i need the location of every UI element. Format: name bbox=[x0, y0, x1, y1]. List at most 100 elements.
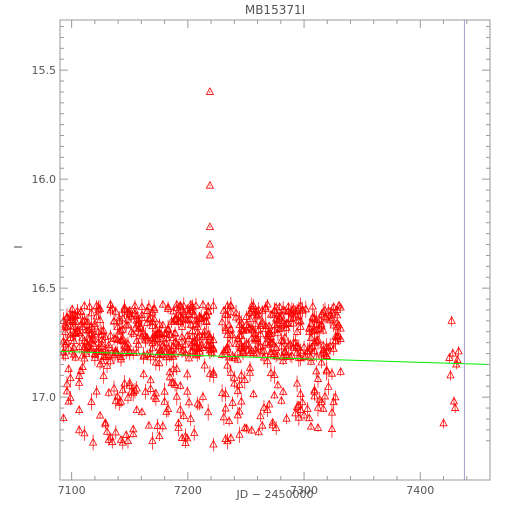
data-point bbox=[280, 330, 290, 346]
data-point bbox=[146, 384, 155, 394]
data-point bbox=[240, 371, 249, 389]
data-point bbox=[195, 400, 204, 411]
data-point bbox=[313, 423, 323, 433]
data-point bbox=[75, 425, 84, 436]
data-point bbox=[109, 380, 119, 397]
data-point bbox=[296, 350, 305, 366]
data-point bbox=[306, 333, 316, 342]
data-point bbox=[95, 410, 105, 419]
data-point bbox=[296, 388, 305, 400]
data-point bbox=[336, 367, 345, 377]
data-point bbox=[327, 405, 337, 420]
data-point bbox=[87, 393, 96, 411]
data-point bbox=[106, 329, 115, 342]
data-point bbox=[101, 332, 110, 342]
data-point bbox=[188, 326, 197, 335]
data-point bbox=[75, 326, 84, 341]
axes: 7100 7200 7300 7400 15.5 16.0 16.5 17.0 bbox=[32, 19, 491, 497]
data-point bbox=[256, 410, 265, 423]
data-point bbox=[224, 317, 234, 333]
data-point bbox=[176, 401, 185, 418]
data-point bbox=[190, 425, 199, 441]
data-point bbox=[298, 304, 307, 318]
data-point bbox=[313, 370, 323, 388]
data-point bbox=[278, 386, 288, 396]
data-point bbox=[221, 402, 230, 415]
data-point bbox=[118, 383, 127, 397]
data-point bbox=[228, 327, 237, 344]
data-point bbox=[263, 402, 272, 417]
data-point bbox=[233, 384, 242, 398]
data-point bbox=[94, 327, 103, 337]
data-point bbox=[331, 390, 340, 405]
data-point bbox=[268, 417, 277, 427]
data-point bbox=[324, 378, 333, 396]
data-point bbox=[170, 328, 180, 338]
y-tick-label: 17.0 bbox=[32, 391, 57, 404]
x-tick-label: 7200 bbox=[174, 484, 202, 497]
data-point bbox=[87, 307, 96, 320]
data-point bbox=[177, 336, 187, 347]
data-point bbox=[160, 396, 169, 406]
data-point bbox=[75, 340, 84, 354]
data-point bbox=[228, 396, 237, 410]
data-point bbox=[249, 389, 258, 399]
data-point bbox=[273, 316, 283, 334]
data-point bbox=[129, 328, 138, 338]
data-point bbox=[170, 349, 180, 360]
data-point bbox=[306, 421, 316, 430]
data-point bbox=[80, 301, 89, 311]
data-point bbox=[317, 356, 326, 369]
data-point bbox=[450, 403, 460, 414]
data-point bbox=[176, 380, 185, 390]
y-tick-label: 16.5 bbox=[32, 282, 57, 295]
data-point bbox=[104, 387, 113, 398]
data-point bbox=[226, 364, 236, 382]
data-point bbox=[209, 342, 218, 358]
data-point bbox=[102, 358, 112, 374]
data-point bbox=[132, 347, 141, 356]
data-point bbox=[148, 321, 157, 330]
data-point bbox=[146, 375, 155, 385]
data-point bbox=[224, 416, 234, 427]
data-point bbox=[231, 312, 241, 323]
data-point bbox=[299, 340, 309, 354]
data-point bbox=[268, 337, 277, 347]
data-point bbox=[271, 302, 281, 313]
data-point bbox=[123, 433, 133, 449]
data-point bbox=[313, 399, 323, 417]
data-point bbox=[205, 180, 215, 189]
data-point bbox=[209, 298, 218, 314]
data-points bbox=[59, 87, 463, 452]
data-point bbox=[186, 411, 195, 427]
data-point bbox=[142, 335, 152, 345]
data-point bbox=[118, 332, 127, 350]
data-point bbox=[88, 434, 98, 451]
data-point bbox=[134, 338, 143, 351]
data-point bbox=[80, 425, 89, 441]
data-point bbox=[198, 391, 208, 403]
data-point bbox=[75, 405, 84, 415]
data-point bbox=[336, 323, 345, 333]
data-point bbox=[235, 426, 244, 443]
data-point bbox=[209, 437, 218, 452]
data-point bbox=[204, 403, 213, 421]
data-point bbox=[83, 313, 93, 331]
data-point bbox=[445, 352, 454, 363]
data-point bbox=[186, 320, 195, 330]
data-point bbox=[258, 316, 267, 325]
data-point bbox=[313, 334, 323, 351]
data-point bbox=[198, 299, 208, 310]
data-point bbox=[205, 250, 215, 259]
data-point bbox=[270, 366, 279, 384]
data-point bbox=[165, 326, 174, 344]
data-point bbox=[78, 361, 87, 373]
data-point bbox=[163, 400, 173, 418]
data-point bbox=[449, 396, 459, 407]
model-line-layer bbox=[59, 350, 491, 365]
data-point bbox=[153, 419, 162, 434]
data-point bbox=[266, 332, 276, 341]
data-point bbox=[174, 418, 183, 428]
data-point bbox=[144, 420, 154, 429]
data-point bbox=[303, 402, 312, 416]
